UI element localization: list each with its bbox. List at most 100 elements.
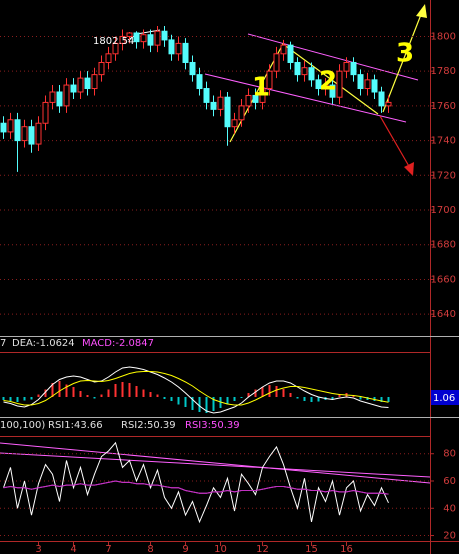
candle-body [35, 122, 42, 145]
arrow-head [416, 4, 427, 18]
candle-body [350, 61, 357, 76]
candle-body [322, 84, 329, 90]
candle-body [105, 53, 112, 63]
candle-body [70, 84, 77, 93]
candle-body [224, 96, 231, 128]
x-tick-label: 10 [214, 544, 227, 554]
candle-body [77, 77, 84, 93]
candle-body [301, 67, 308, 76]
candle-body [315, 79, 322, 90]
wave-label: 3 [396, 39, 414, 69]
y-tick-label: 1720 [431, 170, 456, 181]
candle-body [210, 101, 217, 110]
candle-body [196, 74, 203, 90]
y-tick-label: 20 [443, 531, 456, 542]
x-tick-label: 4 [70, 544, 76, 554]
candle-body [112, 42, 119, 55]
candle-body [14, 119, 21, 142]
candle-body [385, 101, 392, 107]
value-box [431, 390, 459, 405]
y-tick-label: 1740 [431, 136, 456, 147]
candle-body [168, 39, 175, 55]
candle-body [231, 119, 238, 128]
candle-body [126, 32, 133, 37]
arrow [379, 115, 411, 169]
candle-body [119, 35, 126, 44]
candle-body [91, 74, 98, 90]
candle-body [378, 91, 385, 107]
candle-body [294, 61, 301, 76]
y-tick-label: 60 [443, 476, 456, 487]
x-tick-label: 12 [256, 544, 269, 554]
candle-body [217, 96, 224, 110]
candle-body [336, 70, 343, 98]
candle-body [238, 105, 245, 121]
candle-body [28, 126, 35, 145]
series-line [3, 366, 389, 414]
x-tick-label: 7 [105, 544, 111, 554]
candle-body [21, 126, 28, 142]
candle-body [203, 88, 210, 103]
candle-body [147, 34, 154, 46]
trend-line [247, 33, 419, 81]
candle-body [259, 88, 266, 103]
candle-body [42, 101, 49, 124]
y-tick-label: 1640 [431, 309, 456, 320]
y-tick-label: 80 [443, 449, 456, 460]
indicator-header: RSI3:50.39 [185, 420, 240, 431]
trend-line [0, 442, 431, 484]
y-tick-label: 1680 [431, 240, 456, 251]
candle-body [98, 61, 105, 76]
y-tick-label: 1700 [431, 205, 456, 216]
x-tick-label: 9 [182, 544, 188, 554]
candle-body [154, 30, 161, 46]
candle-body [245, 94, 252, 107]
candle-body [182, 42, 189, 63]
indicator-header: RSI2:50.39 [121, 420, 176, 431]
candle-body [63, 84, 70, 107]
value-box-label: 1.06 [433, 393, 455, 404]
candle-body [84, 77, 91, 90]
high-label: 1802.54 [93, 36, 134, 47]
series-line [3, 371, 389, 406]
candle-body [0, 122, 7, 133]
candle-body [280, 44, 287, 55]
indicator-header: 100,100) [0, 420, 45, 431]
y-tick-label: 1780 [431, 66, 456, 77]
candle-body [329, 84, 336, 98]
indicator-header: RSI1:43.66 [48, 420, 103, 431]
y-tick-label: 1760 [431, 101, 456, 112]
series-line [3, 480, 389, 495]
series-line [3, 441, 389, 524]
candle-body [56, 91, 63, 107]
x-tick-label: 3 [35, 544, 41, 554]
candle-body [266, 70, 273, 90]
y-tick-label: 40 [443, 503, 456, 514]
arrow [382, 11, 423, 113]
candle-body [161, 30, 168, 41]
x-tick-label: 8 [147, 544, 153, 554]
indicator-header: DEA:-1.0624 [12, 338, 75, 349]
trend-line [204, 73, 407, 123]
candle-body [343, 61, 350, 72]
y-tick-label: 1660 [431, 274, 456, 285]
candle-body [364, 79, 371, 90]
candle-body [252, 94, 259, 103]
indicator-header: 7 [0, 338, 6, 349]
wave-label: 1 [252, 73, 270, 103]
drawings [0, 4, 431, 484]
trend-line [0, 452, 431, 478]
candle-body [140, 34, 147, 43]
candle-body [189, 61, 196, 76]
candle-body [133, 32, 140, 43]
candle-body [273, 53, 280, 72]
candle-body [371, 79, 378, 93]
candle-body [7, 119, 14, 133]
candle-body [49, 91, 56, 103]
x-tick-label: 15 [305, 544, 318, 554]
candle-body [175, 42, 182, 55]
candle-body [357, 74, 364, 90]
wave-label: 2 [319, 67, 337, 97]
